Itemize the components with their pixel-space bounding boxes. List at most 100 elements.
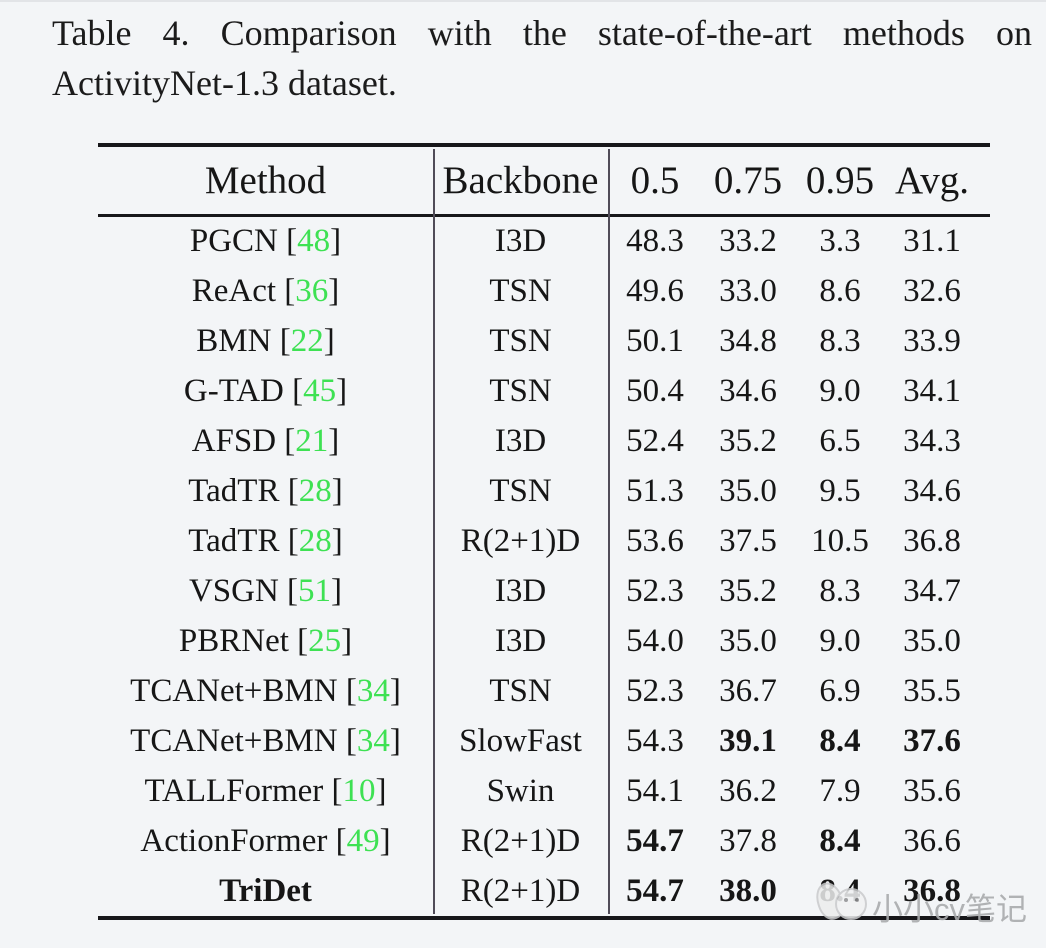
table-row: ActionFormer [49] R(2+1)D 54.7 37.8 8.4 36.6 [98,816,990,866]
citation-number: 28 [298,523,332,560]
metric-value: 8.4 [819,722,861,759]
metric-value: 36.6 [903,822,961,859]
table-row: TadTR [28] R(2+1)D 53.6 37.5 10.5 36.8 [98,517,990,567]
metric-value: 38.0 [719,872,777,909]
method-name: TCANet+BMN [34] [130,722,401,759]
backbone-name: SlowFast [459,722,582,759]
citation-number: 22 [290,323,324,360]
column-header-avg: Avg. [894,159,970,202]
metric-value: 48.3 [626,223,684,260]
method-name: TadTR [28] [188,473,343,510]
metric-value: 35.2 [719,572,777,609]
metric-value: 6.9 [819,672,861,709]
metric-value: 34.8 [719,323,777,360]
method-name: BMN [22] [196,323,335,360]
metric-value: 54.3 [626,722,684,759]
method-name: PBRNet [25] [178,622,353,659]
table-top-rule [98,143,990,147]
backbone-name: R(2+1)D [460,822,581,859]
caption-line-1: Table 4. Comparison with the state-of-th… [52,13,1032,53]
metric-value: 6.5 [819,423,861,460]
metric-value: 36.2 [719,772,777,809]
method-name: ReAct [36] [191,273,340,310]
metric-value: 49.6 [626,273,684,310]
results-table: Method Backbone 0.5 0.75 0.95 Avg. PGCN … [98,143,990,921]
metric-value: 34.6 [719,373,777,410]
metric-value: 9.0 [819,622,861,659]
table-bottom-rule [98,916,990,920]
metric-value: 3.3 [819,223,861,260]
metric-value: 54.1 [626,772,684,809]
table-row: ReAct [36] TSN 49.6 33.0 8.6 32.6 [98,267,990,317]
table-row: AFSD [21] I3D 52.4 35.2 6.5 34.3 [98,417,990,467]
citation-number: 28 [298,473,332,510]
metric-value: 33.0 [719,273,777,310]
method-name: AFSD [21] [191,423,340,460]
backbone-name: R(2+1)D [460,523,581,560]
metric-value: 51.3 [626,473,684,510]
metric-value: 34.1 [903,373,961,410]
backbone-name: I3D [494,223,547,260]
backbone-name: R(2+1)D [460,872,581,909]
backbone-name: I3D [494,622,547,659]
metric-value: 37.5 [719,523,777,560]
column-header-tiou-075: 0.75 [713,159,783,202]
watermark-text: 小小cv笔记 [872,892,1027,927]
table-caption: Table 4. Comparison with the state-of-th… [52,8,1032,108]
metric-value: 8.6 [819,273,861,310]
table-header-rule [98,214,990,217]
metric-value: 34.6 [903,473,961,510]
backbone-name: TSN [489,273,552,310]
table-row: VSGN [51] I3D 52.3 35.2 8.3 34.7 [98,566,990,616]
metric-value: 36.8 [903,872,961,909]
method-name: VSGN [51] [188,572,343,609]
metric-value: 54.7 [626,872,684,909]
table-row: PBRNet [25] I3D 54.0 35.0 9.0 35.0 [98,616,990,666]
metric-value: 8.4 [819,822,861,859]
backbone-name: Swin [486,772,555,809]
backbone-name: I3D [494,572,547,609]
metric-value: 10.5 [811,523,869,560]
citation-number: 21 [295,423,329,460]
citation-number: 34 [356,672,390,709]
table-row: G-TAD [45] TSN 50.4 34.6 9.0 34.1 [98,367,990,417]
citation-number: 49 [346,822,380,859]
citation-number: 51 [298,572,332,609]
metric-value: 33.9 [903,323,961,360]
column-header-method: Method [204,159,327,202]
metric-value: 35.6 [903,772,961,809]
backbone-name: TSN [489,473,552,510]
metric-value: 8.3 [819,323,861,360]
metric-value: 32.6 [903,273,961,310]
method-name: PGCN [48] [189,223,342,260]
metric-value: 52.3 [626,572,684,609]
backbone-name: I3D [494,423,547,460]
backbone-name: TSN [489,373,552,410]
metric-value: 7.9 [819,772,861,809]
table-row: PGCN [48] I3D 48.3 33.2 3.3 31.1 [98,217,990,267]
method-name: TALLFormer [10] [144,772,387,809]
metric-value: 37.8 [719,822,777,859]
table-row: TCANet+BMN [34] SlowFast 54.3 39.1 8.4 37.6 [98,716,990,766]
citation-number: 34 [356,722,390,759]
column-header-tiou-05: 0.5 [630,159,680,202]
metric-value: 35.5 [903,672,961,709]
watermark-logo-icon [811,878,873,924]
column-header-backbone: Backbone [442,159,599,202]
table-row: TCANet+BMN [34] TSN 52.3 36.7 6.9 35.5 [98,666,990,716]
table-header-row: Method Backbone 0.5 0.75 0.95 Avg. [98,147,990,214]
metric-value: 31.1 [903,223,961,260]
vertical-rule-method-backbone [433,149,435,914]
metric-value: 39.1 [719,722,777,759]
table-row: TALLFormer [10] Swin 54.1 36.2 7.9 35.6 [98,766,990,816]
caption-line-2: ActivityNet-1.3 dataset. [52,63,397,103]
citation-number: 25 [308,622,342,659]
metric-value: 35.0 [719,622,777,659]
citation-number: 10 [342,772,376,809]
method-name: ActionFormer [49] [140,822,391,859]
metric-value: 35.0 [719,473,777,510]
metric-value: 54.7 [626,822,684,859]
metric-value: 36.8 [903,523,961,560]
metric-value: 50.4 [626,373,684,410]
citation-number: 48 [297,223,331,260]
